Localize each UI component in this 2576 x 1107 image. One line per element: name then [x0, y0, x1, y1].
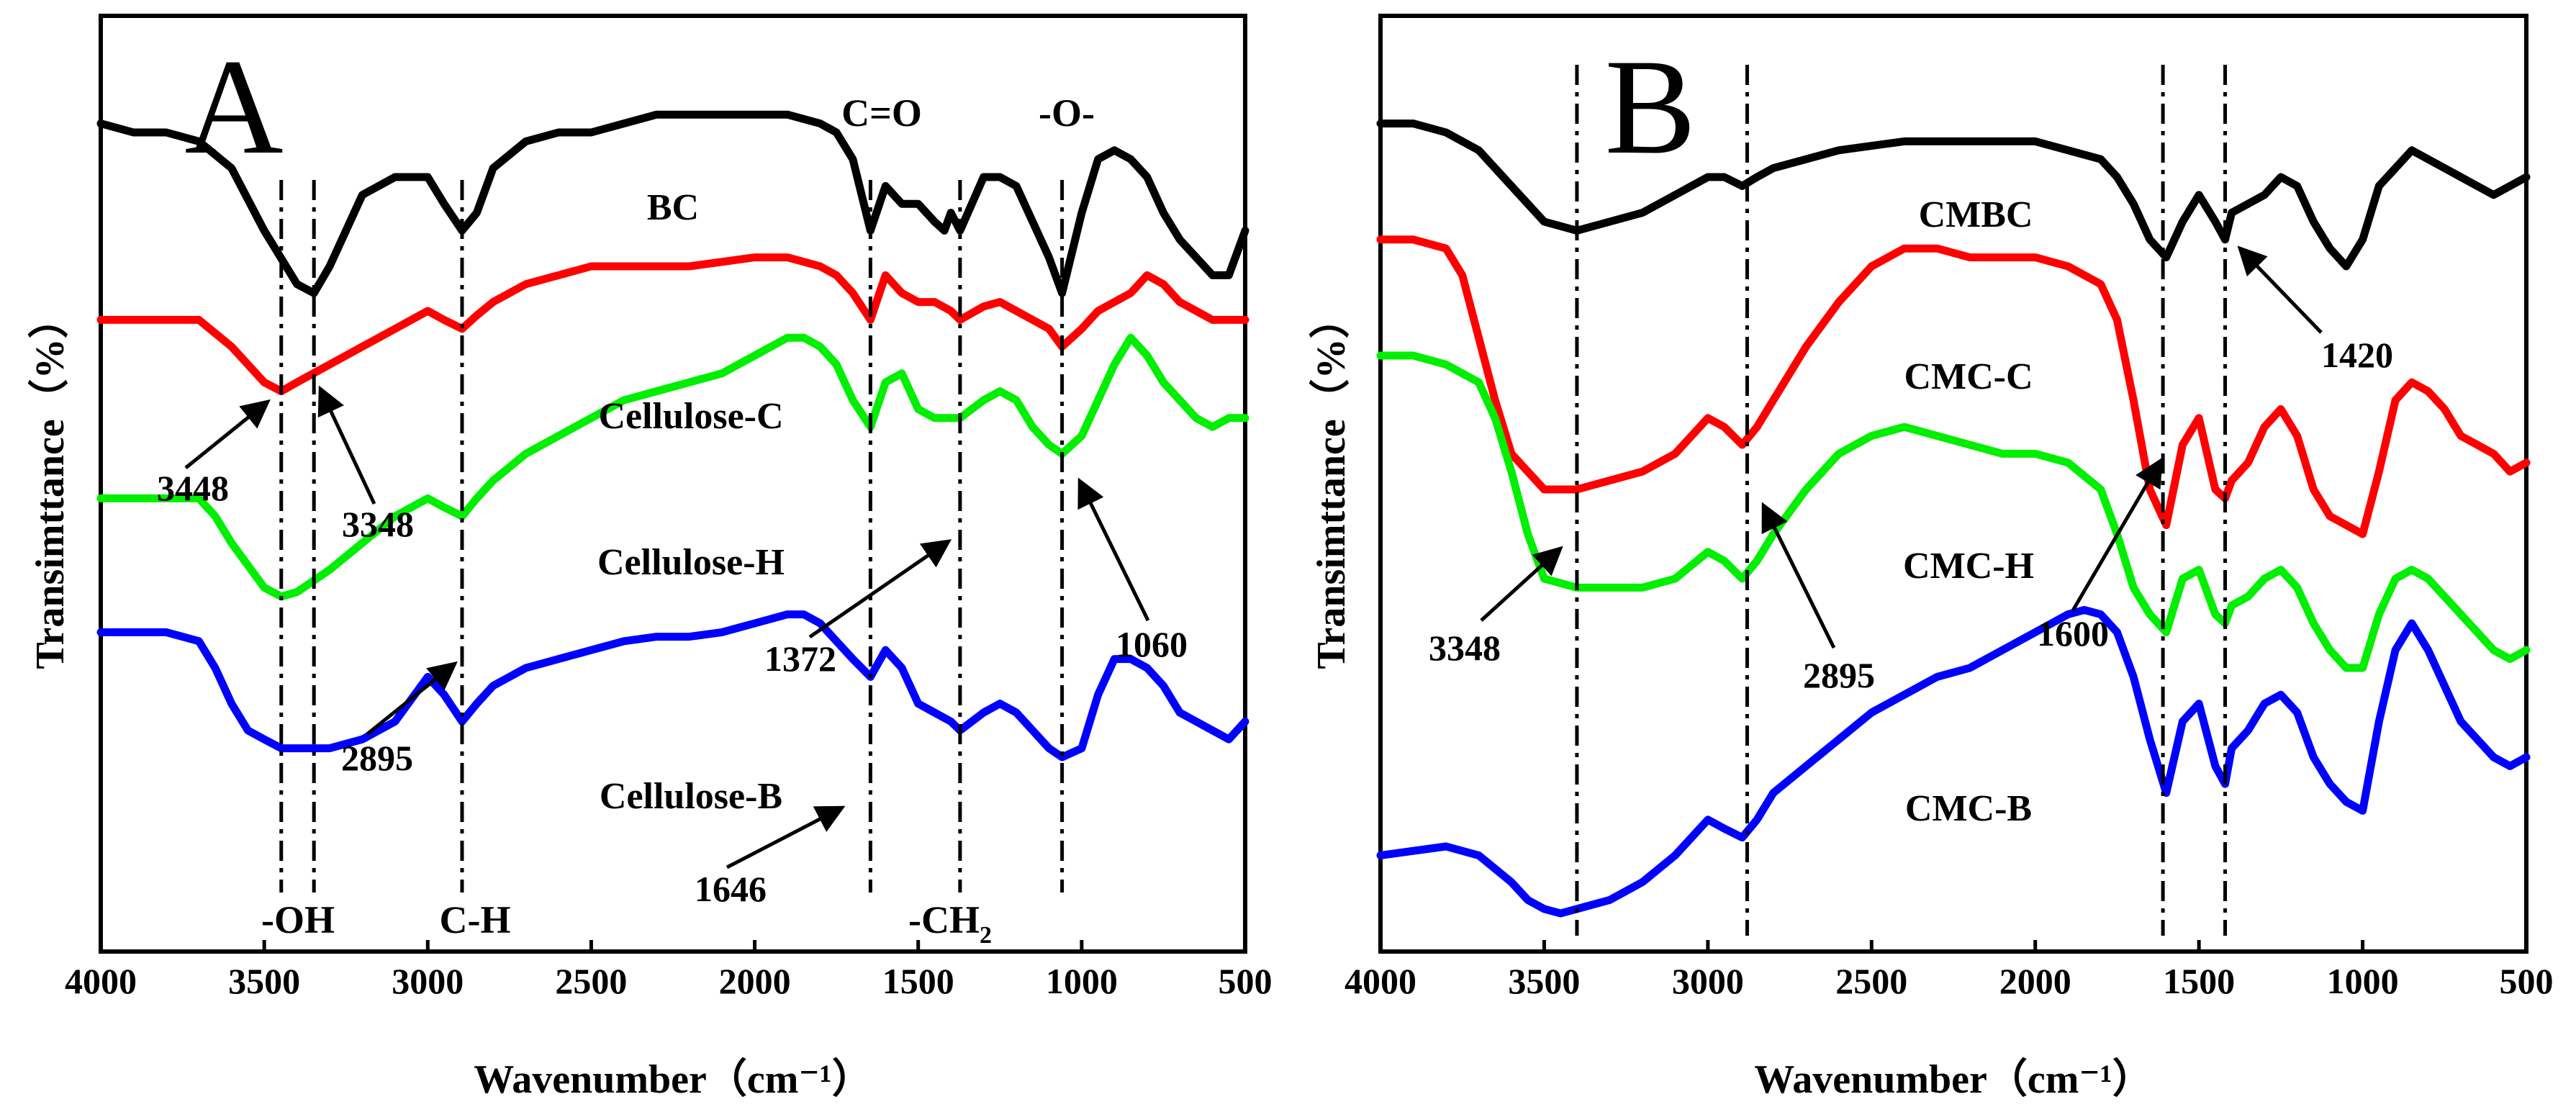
arrow-1646 [726, 805, 846, 869]
arrow-1060 [1077, 477, 1150, 622]
arrow-1372 [808, 539, 952, 639]
panel-a-x-ticks: 4000 3500 3000 2500 2000 1500 1000 500 [65, 940, 1273, 1001]
series-cellulose-c [96, 253, 1249, 396]
curve-label-cellulose-c: Cellulose-C [598, 396, 783, 437]
panel-a-frame [99, 14, 1247, 954]
x-tick-label-1000: 1000 [2327, 961, 2399, 1001]
annotation-1420: 1420 [2321, 335, 2393, 375]
x-tick-label-3500: 3500 [1508, 961, 1580, 1001]
x-tick-label-1500: 1500 [2163, 961, 2235, 1001]
curve-label-cmc-c: CMC-C [1904, 356, 2033, 397]
x-tick-label-2500: 2500 [555, 961, 627, 1001]
annotation-2895: 2895 [341, 738, 413, 778]
x-tick-label-2000: 2000 [1999, 961, 2071, 1001]
panel-b-arrows [1480, 245, 2323, 649]
annotation-3348: 3348 [342, 504, 414, 544]
annotation-2895-b: 2895 [1803, 655, 1875, 695]
curve-label-cellulose-h: Cellulose-H [597, 542, 785, 583]
panel-a-reference-lines [279, 180, 1065, 893]
panel-b-x-ticks: 4000 3500 3000 2500 2000 1500 1000 500 [1345, 940, 2554, 1001]
panel-b-y-axis-title: Transimttance（%） [1309, 298, 1354, 669]
panel-a: 4000 3500 3000 2500 2000 1500 1000 500 A BC Cel… [27, 14, 1273, 1102]
arrow-3448 [184, 399, 271, 469]
x-tick-label-3000: 3000 [392, 961, 464, 1001]
panel-a-arrows [184, 385, 1150, 869]
curve-label-bc: BC [647, 187, 699, 228]
annotation-1060: 1060 [1116, 624, 1188, 664]
panel-a-letter: A [184, 32, 283, 183]
x-tick-label-1000: 1000 [1046, 961, 1118, 1001]
arrow-1420 [2237, 245, 2323, 334]
x-tick-label-500: 500 [2500, 961, 2554, 1001]
panel-b-reference-lines [1575, 65, 2228, 936]
x-tick-label-2500: 2500 [1835, 961, 1907, 1001]
group-label-ch: C-H [440, 898, 511, 941]
annotation-3348-b: 3348 [1429, 628, 1501, 668]
panel-b-x-axis-title: Wavenumber（cm⁻¹） [1754, 1057, 2152, 1102]
panel-a-x-axis-title: Wavenumber（cm⁻¹） [474, 1057, 872, 1102]
x-tick-label-500: 500 [1219, 961, 1273, 1001]
annotation-1600: 1600 [2037, 613, 2109, 654]
x-tick-label-1500: 1500 [882, 961, 954, 1001]
x-tick-label-3000: 3000 [1672, 961, 1744, 1001]
arrow-1600 [2071, 457, 2163, 612]
panel-a-y-axis-title: Transimttance（%） [27, 298, 73, 669]
annotation-1646: 1646 [695, 869, 767, 909]
ch2-subscript: 2 [980, 922, 992, 949]
x-tick-label-2000: 2000 [719, 961, 791, 1001]
group-label-o: -O- [1039, 91, 1095, 135]
panel-b-letter: B [1605, 32, 1696, 183]
panel-b-frame [1378, 14, 2528, 954]
arrow-3348-b [1480, 546, 1563, 622]
x-tick-label-4000: 4000 [65, 961, 137, 1001]
series-cmbc [1376, 119, 2531, 271]
curve-label-cmc-h: CMC-H [1903, 546, 2034, 587]
arrow-2895 [366, 661, 458, 736]
ch2-base: -CH [908, 898, 980, 941]
series-cmc-c [1376, 235, 2531, 538]
annotation-3448: 3448 [157, 468, 229, 508]
panel-a-curves [96, 110, 1249, 762]
panel-b-curves [1376, 119, 2531, 918]
curve-label-cmc-b: CMC-B [1905, 788, 2032, 829]
arrow-2895-b [1761, 502, 1836, 649]
annotation-1372: 1372 [764, 638, 836, 679]
group-label-ch2: -CH2 [908, 898, 992, 949]
group-label-co: C=O [841, 91, 922, 135]
x-tick-label-4000: 4000 [1345, 961, 1416, 1001]
panel-b: 4000 3500 3000 2500 2000 1500 1000 500 B CMBC C… [1309, 14, 2554, 1102]
series-cmc-h [1376, 351, 2531, 672]
group-label-oh: -OH [261, 898, 335, 941]
series-cellulose-b [96, 610, 1249, 762]
curve-label-cmbc: CMBC [1919, 194, 2033, 235]
x-tick-label-3500: 3500 [228, 961, 300, 1001]
series-cellulose-h [96, 333, 1249, 601]
arrow-3348 [317, 385, 376, 505]
series-bc [96, 110, 1249, 297]
curve-label-cellulose-b: Cellulose-B [600, 776, 782, 817]
series-cmc-b [1376, 605, 2531, 918]
